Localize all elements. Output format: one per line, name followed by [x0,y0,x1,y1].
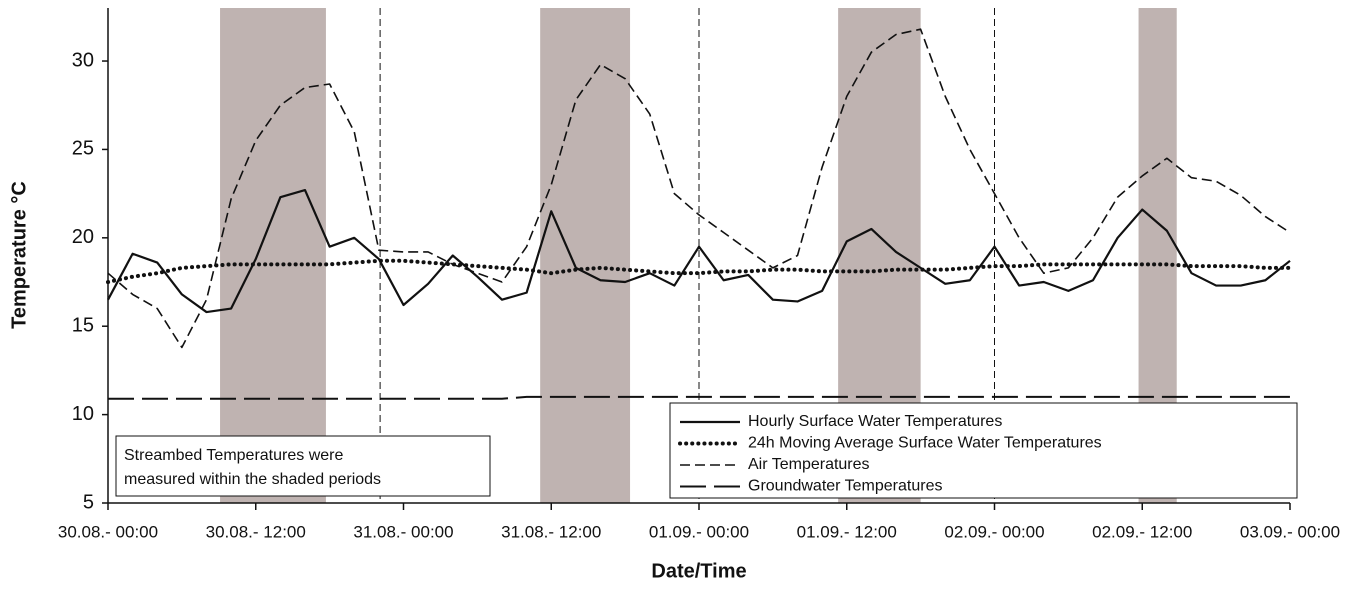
shaded-period [540,8,631,503]
x-tick-label: 01.09.- 12:00 [797,522,897,541]
legend-label: Hourly Surface Water Temperatures [748,413,1002,430]
legend-box [669,402,1298,499]
annotation-text: Streambed Temperatures were [124,447,343,464]
x-tick-label: 01.09.- 00:00 [649,522,749,541]
x-tick-label: 02.09.- 00:00 [944,522,1044,541]
shaded-period [220,8,326,503]
x-tick-label: 31.08.- 00:00 [353,522,453,541]
series-line [107,188,1291,314]
y-tick-label: 10 [72,403,94,425]
x-axis-title: Date/Time [651,560,746,582]
y-tick-label: 30 [72,49,94,71]
legend-label: Air Temperatures [748,456,870,473]
x-tick-label: 31.08.- 12:00 [501,522,601,541]
x-tick-label: 30.08.- 00:00 [58,522,158,541]
series-line [108,395,1290,400]
x-tick-label: 02.09.- 12:00 [1092,522,1192,541]
annotation-box [115,435,491,497]
x-tick-label: 03.09.- 00:00 [1240,522,1340,541]
y-tick-label: 20 [72,226,94,248]
legend-label: Groundwater Temperatures [748,478,942,495]
legend-label: 24h Moving Average Surface Water Tempera… [748,435,1102,452]
series-line [107,28,1291,349]
series-line [106,258,1292,285]
y-axis-title: Temperature °C [8,181,30,329]
y-tick-label: 25 [72,138,94,160]
y-tick-label: 5 [83,491,94,513]
annotation-text: measured within the shaded periods [124,471,381,488]
y-tick-label: 15 [72,314,94,336]
x-tick-label: 30.08.- 12:00 [206,522,306,541]
